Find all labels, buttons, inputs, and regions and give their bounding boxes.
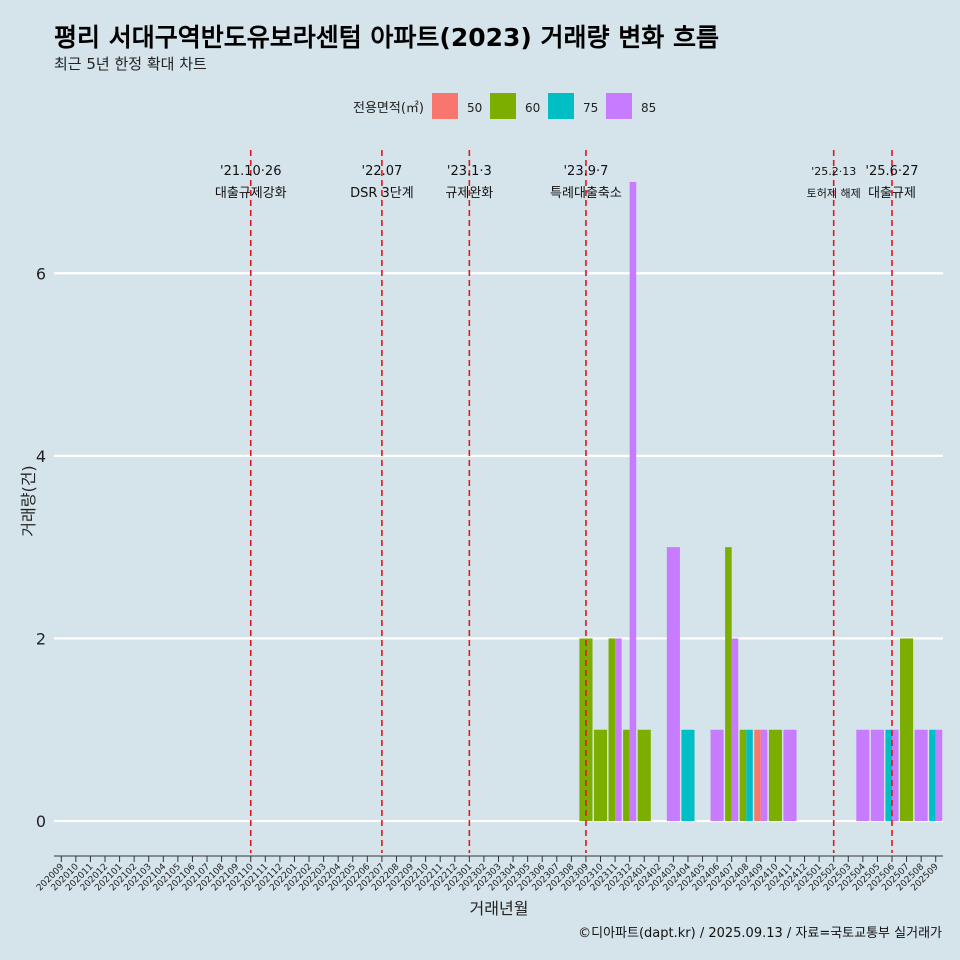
event-name-label: 대출규제강화 <box>215 186 287 201</box>
bar-202408-75 <box>746 729 753 822</box>
legend-swatch-50 <box>432 93 458 119</box>
bar-202509-75 <box>929 729 936 822</box>
bar-202312-60 <box>623 729 630 822</box>
legend-swatch-85 <box>606 93 632 119</box>
y-tick-label: 0 <box>36 812 46 831</box>
x-axis-label: 거래년월 <box>470 899 529 918</box>
bar-202406-85 <box>710 729 724 822</box>
y-tick-label: 2 <box>36 629 46 648</box>
event-date-label: '23.9·7 <box>563 164 608 179</box>
legend-title: 전용면적(㎡) <box>353 101 424 116</box>
bar-202312-85 <box>629 181 637 822</box>
bar-202508-85 <box>914 729 928 822</box>
legend-label-50: 50 <box>467 101 482 115</box>
y-tick-label: 6 <box>36 264 46 283</box>
event-date-label: '23.1·3 <box>447 164 492 179</box>
event-date-label: '22.07 <box>362 164 403 179</box>
event-name-label: 토허제 해제 <box>807 186 861 200</box>
bar-202310-60 <box>593 729 608 822</box>
bar-202407-60 <box>725 547 732 822</box>
event-name-label: 특례대출축소 <box>550 186 622 201</box>
x-axis: 2020092020102020112020122021012021022021… <box>35 855 943 893</box>
legend-label-85: 85 <box>641 101 656 115</box>
bar-202409-50 <box>754 729 761 822</box>
bar-202504-85 <box>856 729 870 822</box>
legend-swatch-75 <box>548 93 574 119</box>
event-name-label: 대출규제 <box>868 186 916 201</box>
bar-202506-75 <box>885 729 892 822</box>
event-layer: '21.10·26 대출규제강화 '22.07 DSR 3단계 '23.1·3 규제완화 '… <box>215 150 919 853</box>
legend-label-60: 60 <box>525 101 540 115</box>
bar-202311-85 <box>615 638 622 822</box>
bar-202506-85 <box>891 729 899 822</box>
bar-202509-85 <box>935 729 943 822</box>
legend-label-75: 75 <box>583 101 598 115</box>
legend-swatch-60 <box>490 93 516 119</box>
bar-202311-60 <box>608 638 616 822</box>
bar-202409-85 <box>760 729 768 822</box>
chart-subtitle: 최근 5년 한정 확대 차트 <box>54 55 207 73</box>
bar-202403-85 <box>666 547 680 822</box>
bar-202410-60 <box>768 729 782 822</box>
chart-title: 평리 서대구역반도유보라센텀 아파트(2023) 거래량 변화 흐름 <box>54 23 719 52</box>
event-date-label: '25.6·27 <box>865 164 918 179</box>
bar-202411-85 <box>783 729 797 822</box>
legend: 전용면적(㎡) 50 60 75 85 <box>353 93 656 119</box>
event-date-label: '21.10·26 <box>220 164 281 179</box>
bar-202407-85 <box>731 638 739 822</box>
bar-202401-60 <box>637 729 651 822</box>
y-axis-label: 거래량(건) <box>19 465 38 536</box>
y-tick-label: 4 <box>36 447 46 466</box>
y-axis: 0 2 4 6 <box>36 264 46 831</box>
bar-202507-60 <box>900 638 914 822</box>
bar-202408-60 <box>739 729 747 822</box>
event-date-label: '25.2·13 <box>811 165 856 178</box>
bar-202309-60 <box>579 638 593 822</box>
source-caption: ©디아파트(dapt.kr) / 2025.09.13 / 자료=국토교통부 실… <box>578 926 942 941</box>
bar-202505-85 <box>870 729 884 822</box>
bar-layer <box>579 181 943 822</box>
bar-202404-75 <box>681 729 695 822</box>
event-name-label: 규제완화 <box>445 186 493 201</box>
event-name-label: DSR 3단계 <box>350 186 414 201</box>
grid-lines <box>54 272 943 823</box>
